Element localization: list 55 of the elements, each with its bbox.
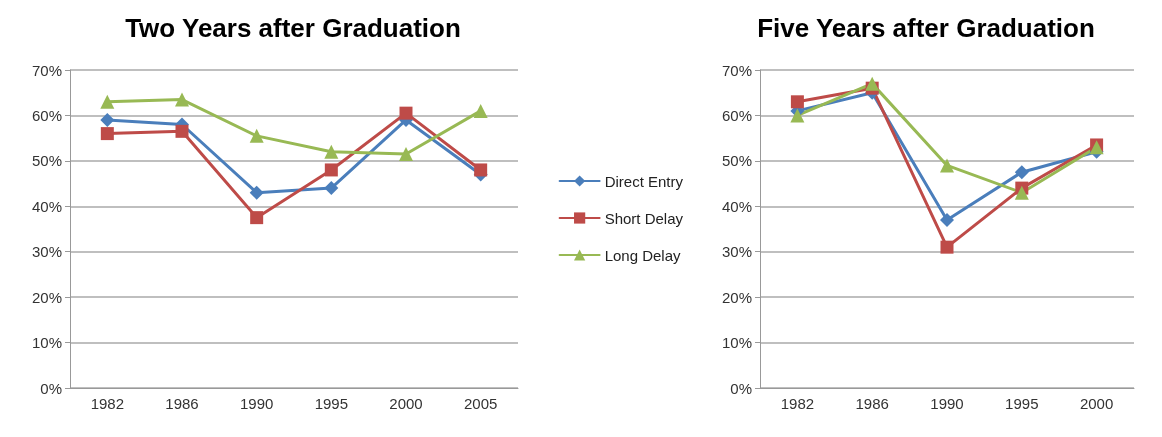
legend-label: Long Delay: [604, 246, 682, 264]
point: [474, 163, 488, 177]
point: [1014, 165, 1029, 180]
x-tick-label: 1986: [855, 395, 889, 412]
point: [940, 240, 954, 254]
y-tick-label: 20%: [721, 288, 752, 306]
point: [249, 185, 264, 200]
x-tick-label: 1986: [165, 395, 199, 412]
point: [865, 76, 880, 91]
x-tick-label: 1990: [930, 395, 964, 412]
point: [1014, 185, 1029, 200]
y-tick-label: 30%: [721, 243, 752, 261]
point: [324, 181, 339, 196]
x-tick-label: 1990: [239, 395, 274, 412]
point: [100, 127, 114, 141]
y-tick-label: 50%: [721, 152, 752, 170]
y-tick-label: 70%: [721, 61, 752, 79]
point: [790, 95, 804, 109]
chart-title: Two Years after Graduation: [125, 13, 461, 43]
legend-label: Short Delay: [604, 209, 684, 227]
x-tick-label: 1995: [1005, 395, 1039, 412]
y-tick-label: 0%: [730, 379, 752, 397]
x-tick-label: 1982: [90, 395, 125, 412]
point: [249, 128, 264, 143]
point: [324, 144, 339, 159]
point: [473, 103, 488, 118]
y-tick-label: 20%: [31, 288, 62, 306]
y-tick-label: 10%: [31, 334, 62, 352]
point: [250, 211, 264, 225]
point: [790, 108, 805, 123]
point: [175, 92, 189, 107]
y-tick-label: 40%: [721, 197, 752, 215]
x-tick-label: 2005: [463, 395, 498, 412]
x-tick-label: 1982: [780, 395, 815, 412]
y-tick-label: 70%: [31, 61, 62, 79]
point: [940, 212, 954, 227]
y-tick-label: 0%: [40, 379, 62, 397]
point: [399, 147, 413, 162]
x-tick-label: 2000: [1079, 395, 1114, 412]
point: [175, 124, 189, 138]
y-tick-label: 10%: [721, 334, 752, 352]
point: [324, 163, 338, 177]
y-tick-label: 30%: [31, 243, 62, 261]
y-tick-label: 60%: [31, 106, 62, 124]
point: [940, 158, 954, 173]
x-tick-label: 2000: [389, 395, 423, 412]
point: [399, 106, 413, 120]
x-tick-label: 1995: [314, 395, 349, 412]
y-tick-label: 50%: [31, 152, 62, 170]
point: [100, 112, 115, 127]
y-tick-label: 40%: [31, 197, 62, 215]
chart-title: Five Years after Graduation: [757, 13, 1095, 43]
y-tick-label: 60%: [721, 106, 752, 124]
point: [100, 94, 115, 109]
legend-label: Direct Entry: [604, 172, 684, 190]
